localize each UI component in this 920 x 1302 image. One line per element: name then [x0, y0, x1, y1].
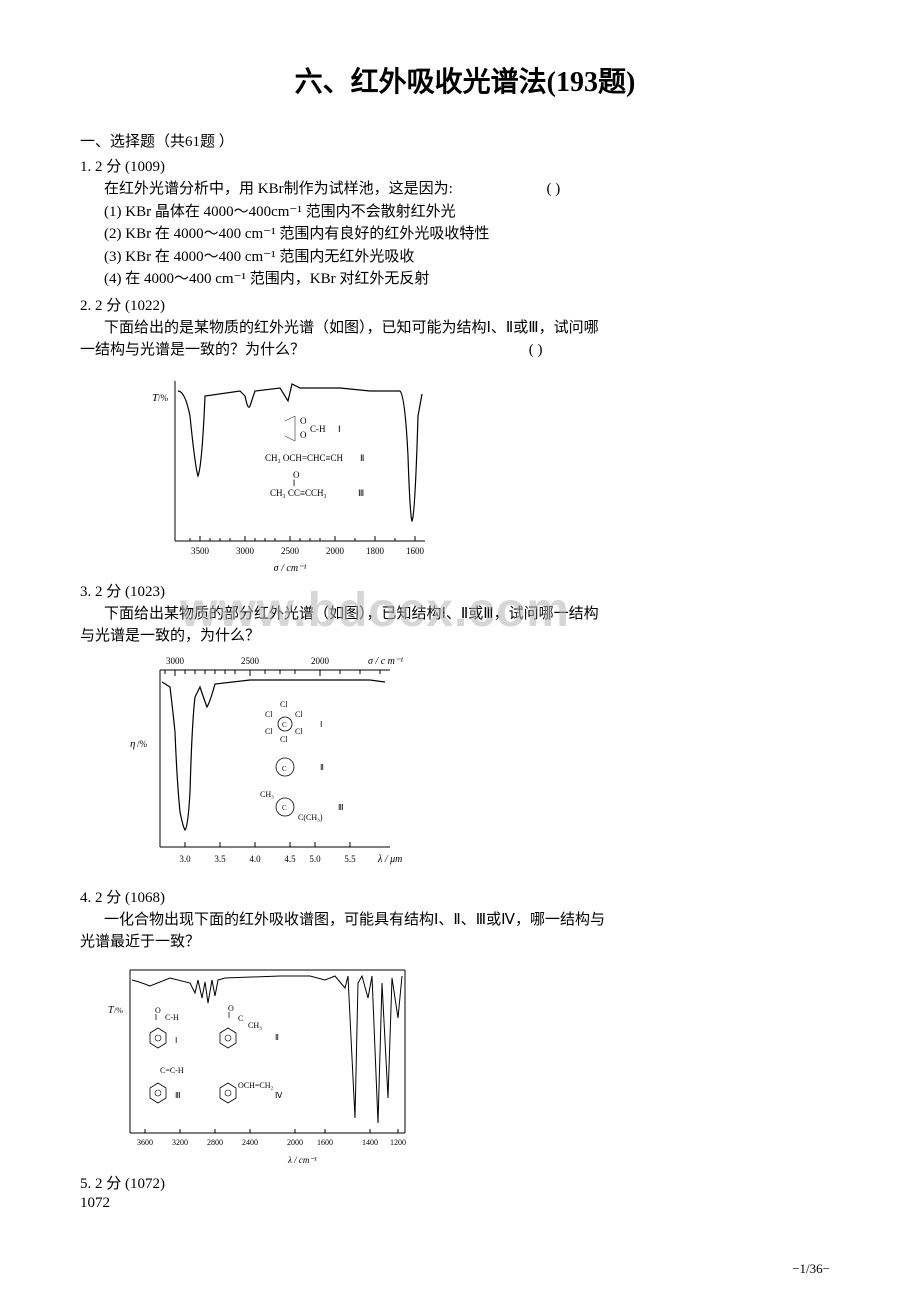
svg-text:3.5: 3.5 — [214, 854, 226, 864]
svg-text:2000: 2000 — [326, 546, 345, 556]
svg-text:η: η — [130, 738, 135, 750]
svg-text:/%: /% — [137, 739, 148, 749]
svg-text:1200: 1200 — [390, 1138, 406, 1147]
svg-text:3200: 3200 — [172, 1138, 188, 1147]
question-4: 4. 2 分 (1068) 一化合物出现下面的红外吸收谱图，可能具有结构Ⅰ、Ⅱ、… — [80, 886, 850, 954]
svg-text:λ / cm⁻¹: λ / cm⁻¹ — [287, 1155, 317, 1165]
svg-text:Ⅰ: Ⅰ — [175, 1036, 177, 1045]
svg-text:/%: /% — [158, 393, 169, 403]
q1-stem: 在红外光谱分析中，用 KBr制作为试样池，这是因为: — [104, 181, 453, 197]
svg-text:CH₃: CH₃ — [248, 1021, 262, 1030]
svg-text:λ / μm: λ / μm — [377, 854, 402, 865]
svg-text:σ / cm⁻¹: σ / cm⁻¹ — [274, 563, 307, 574]
svg-text:Ⅰ: Ⅰ — [338, 424, 341, 434]
q2-paren: ( ) — [529, 339, 543, 362]
svg-text:Ⅲ: Ⅲ — [338, 803, 344, 812]
q5-num: 5. 2 分 (1072) — [80, 1172, 850, 1193]
svg-text:Ⅳ: Ⅳ — [275, 1091, 283, 1100]
svg-text:3000: 3000 — [166, 656, 185, 666]
svg-text:3000: 3000 — [236, 546, 255, 556]
svg-text:1600: 1600 — [406, 546, 425, 556]
page-footer: −1/36− — [792, 1261, 830, 1277]
svg-text:4.5: 4.5 — [284, 854, 296, 864]
q3-num: 3. 2 分 (1023) — [80, 580, 850, 601]
svg-text:1400: 1400 — [362, 1138, 378, 1147]
svg-text:CH₃ CC≡CCH₃: CH₃ CC≡CCH₃ — [270, 488, 327, 498]
svg-text:C: C — [282, 765, 287, 773]
q3-line1: 下面给出某物质的部分红外光谱（如图），已知结构Ⅰ、Ⅱ或Ⅲ，试问哪一结构 — [80, 603, 850, 626]
svg-text:Ⅱ: Ⅱ — [360, 453, 364, 463]
svg-text:‖: ‖ — [293, 478, 296, 488]
svg-text:5.0: 5.0 — [309, 854, 321, 864]
svg-text:‖: ‖ — [155, 1013, 157, 1022]
svg-text:Cl: Cl — [295, 727, 303, 736]
figure-1: T /% 3500 3000 2500 2000 1800 1600 σ / c… — [140, 366, 850, 576]
svg-text:σ / c m⁻¹: σ / c m⁻¹ — [368, 656, 403, 667]
question-5: 5. 2 分 (1072) 1072 — [80, 1172, 850, 1212]
q1-opt3: (3) KBr 在 4000～400 cm⁻¹ 范围内无红外光吸收 — [80, 246, 850, 269]
svg-text:3500: 3500 — [191, 546, 210, 556]
svg-text:C(CH₃): C(CH₃) — [298, 813, 323, 822]
svg-text:Cl: Cl — [265, 727, 273, 736]
svg-text:Cl: Cl — [265, 710, 273, 719]
question-3: 3. 2 分 (1023) 下面给出某物质的部分红外光谱（如图），已知结构Ⅰ、Ⅱ… — [80, 580, 850, 648]
q4-line1: 一化合物出现下面的红外吸收谱图，可能具有结构Ⅰ、Ⅱ、Ⅲ或Ⅳ，哪一结构与 — [80, 909, 850, 932]
q1-text: 在红外光谱分析中，用 KBr制作为试样池，这是因为: ( ) — [80, 178, 850, 201]
svg-text:3.0: 3.0 — [179, 854, 191, 864]
svg-text:OCH=CH₂: OCH=CH₂ — [238, 1081, 274, 1090]
svg-text:1600: 1600 — [317, 1138, 333, 1147]
figure-2: 3000 2500 2000 σ / c m⁻¹ 3.0 3.5 4.0 4.5… — [110, 652, 850, 882]
svg-text:‖: ‖ — [228, 1011, 230, 1020]
svg-text:C-H: C-H — [165, 1013, 179, 1022]
svg-text:Ⅲ: Ⅲ — [175, 1091, 181, 1100]
svg-text:Ⅱ: Ⅱ — [275, 1033, 279, 1042]
q1-opt2: (2) KBr 在 4000～400 cm⁻¹ 范围内有良好的红外光吸收特性 — [80, 223, 850, 246]
svg-text:1800: 1800 — [366, 546, 385, 556]
svg-text:C=C-H: C=C-H — [160, 1066, 184, 1075]
q5-extra: 1072 — [80, 1195, 850, 1212]
svg-text:CH₃ OCH=CHC≡CH: CH₃ OCH=CHC≡CH — [265, 453, 344, 463]
q2-num: 2. 2 分 (1022) — [80, 294, 850, 315]
figure-3: T /% 3600 3200 2800 2400 2000 1600 1400 … — [100, 958, 850, 1168]
svg-text:Ⅰ: Ⅰ — [320, 720, 322, 729]
section-header: 一、选择题（共61题 ） — [80, 130, 850, 151]
question-1: 1. 2 分 (1009) 在红外光谱分析中，用 KBr制作为试样池，这是因为:… — [80, 155, 850, 291]
svg-text:C: C — [282, 804, 287, 812]
svg-text:2400: 2400 — [242, 1138, 258, 1147]
svg-text:Ⅱ: Ⅱ — [320, 763, 324, 772]
svg-text:3600: 3600 — [137, 1138, 153, 1147]
q3-line2: 与光谱是一致的，为什么？ — [80, 625, 850, 648]
q2-line2-text: 一结构与光谱是一致的？为什么？ — [80, 342, 305, 358]
svg-text:5.5: 5.5 — [344, 854, 356, 864]
q2-line2: 一结构与光谱是一致的？为什么？ ( ) — [80, 339, 850, 362]
svg-text:/%: /% — [114, 1006, 123, 1015]
svg-text:4.0: 4.0 — [249, 854, 261, 864]
svg-text:Ⅲ: Ⅲ — [358, 488, 364, 498]
svg-text:2000: 2000 — [287, 1138, 303, 1147]
svg-text:O: O — [300, 430, 307, 440]
q4-line2: 光谱最近于一致？ — [80, 931, 850, 954]
q1-paren: ( ) — [547, 178, 561, 201]
svg-text:2500: 2500 — [241, 656, 260, 666]
svg-text:Cl: Cl — [280, 735, 288, 744]
q4-num: 4. 2 分 (1068) — [80, 886, 850, 907]
svg-text:C: C — [282, 721, 287, 729]
page-title: 六、红外吸收光谱法(193题) — [80, 60, 850, 100]
svg-text:2800: 2800 — [207, 1138, 223, 1147]
svg-text:C-H: C-H — [310, 424, 326, 434]
q1-opt4: (4) 在 4000～400 cm⁻¹ 范围内，KBr 对红外无反射 — [80, 268, 850, 291]
question-2: 2. 2 分 (1022) 下面给出的是某物质的红外光谱（如图），已知可能为结构… — [80, 294, 850, 362]
q2-line1: 下面给出的是某物质的红外光谱（如图），已知可能为结构Ⅰ、Ⅱ或Ⅲ，试问哪 — [80, 317, 850, 340]
svg-text:2500: 2500 — [281, 546, 300, 556]
svg-text:2000: 2000 — [311, 656, 330, 666]
svg-text:Cl: Cl — [280, 700, 288, 709]
svg-text:C: C — [238, 1014, 243, 1023]
q1-num: 1. 2 分 (1009) — [80, 155, 850, 176]
q1-opt1: (1) KBr 晶体在 4000～400cm⁻¹ 范围内不会散射红外光 — [80, 201, 850, 224]
svg-text:O: O — [300, 416, 307, 426]
svg-text:CH₃: CH₃ — [260, 790, 274, 799]
svg-text:Cl: Cl — [295, 710, 303, 719]
